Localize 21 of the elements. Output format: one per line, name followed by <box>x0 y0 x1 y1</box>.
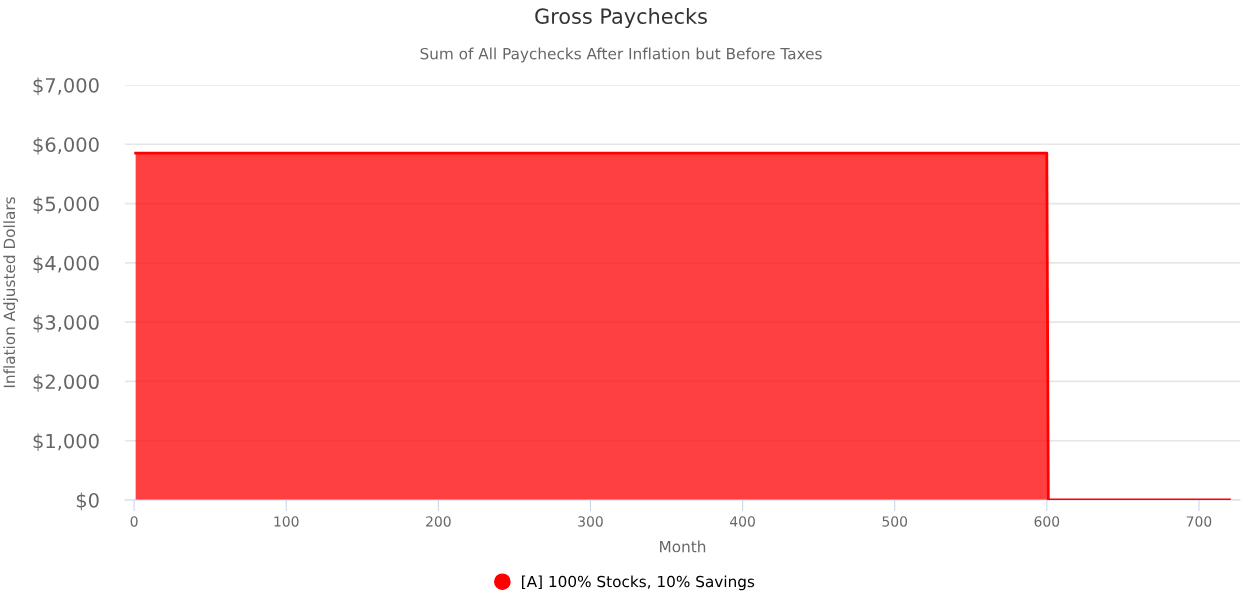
chart-title: Gross Paychecks <box>535 7 707 29</box>
y-tick-label: $5,000 <box>33 196 99 214</box>
y-tick-label: $7,000 <box>33 77 99 96</box>
x-tick-label: 300 <box>578 516 603 527</box>
x-tick-label: 200 <box>426 516 451 527</box>
y-tick-label: $1,000 <box>33 433 99 451</box>
x-tick-label: 500 <box>882 516 908 527</box>
x-tick-label: 600 <box>1034 516 1060 527</box>
y-tick-label: $6,000 <box>33 136 99 155</box>
y-tick-label: $3,000 <box>33 314 99 333</box>
x-tick-label: 100 <box>274 516 299 527</box>
y-tick-label: $0 <box>76 492 99 511</box>
x-axis-title: Month <box>660 540 706 553</box>
y-tick-label: $2,000 <box>33 374 99 392</box>
y-tick-label: $4,000 <box>33 255 99 274</box>
x-tick-label: 400 <box>730 516 755 527</box>
legend-label: [A] 100% Stocks, 10% Savings <box>522 575 755 591</box>
y-axis-title: Inflation Adjusted Dollars <box>3 197 19 388</box>
x-tick-label: 0 <box>130 516 138 527</box>
chart-subtitle: Sum of All Paychecks After Inflation but Before Taxes <box>420 47 822 63</box>
x-tick-label: 700 <box>1186 516 1212 527</box>
